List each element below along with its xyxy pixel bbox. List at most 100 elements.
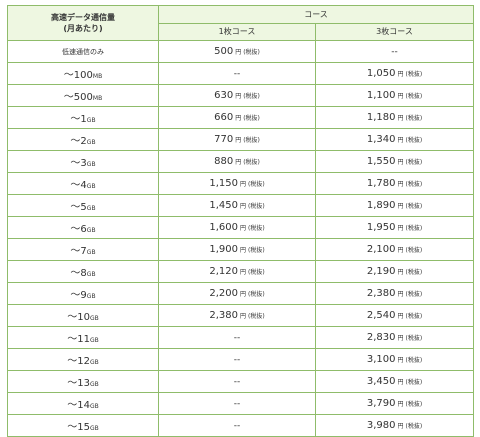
- data-tier-label: ～100: [63, 70, 93, 81]
- price-value: 2,380: [366, 288, 396, 299]
- data-tier-cell: ～4GB: [7, 172, 159, 195]
- tax-excluded-note: (税抜): [405, 357, 423, 364]
- data-volume-header-line2: (月あたり): [63, 24, 103, 33]
- data-tier-unit: GB: [89, 425, 99, 432]
- data-tier-unit: GB: [86, 117, 96, 124]
- table-row: ～11GB -- 2,830 円 (税抜): [7, 326, 475, 349]
- price-value: 1,890: [366, 200, 396, 211]
- yen-unit: 円: [397, 203, 404, 210]
- one-card-price-cell: --: [158, 348, 316, 371]
- table-row: ～100MB -- 1,050 円 (税抜): [7, 62, 475, 85]
- tax-excluded-note: (税抜): [405, 335, 423, 342]
- yen-unit: 円: [235, 49, 242, 56]
- tax-excluded-note: (税抜): [247, 225, 265, 232]
- data-tier-label: ～6: [70, 224, 87, 235]
- price-value: 2,190: [366, 266, 396, 277]
- data-tier-label: ～15: [67, 422, 90, 433]
- three-card-course-header: 3枚コース: [314, 22, 475, 41]
- yen-unit: 円: [397, 93, 404, 100]
- data-tier-unit: GB: [86, 271, 96, 278]
- price-value: 2,120: [209, 266, 238, 277]
- tax-excluded-note: (税抜): [243, 137, 260, 144]
- yen-unit: 円: [239, 225, 246, 232]
- pricing-table: 高速データ通信量 (月あたり) コース 1枚コース 3枚コース 低速通信のみ 50…: [7, 5, 475, 437]
- data-tier-cell: ～10GB: [7, 304, 159, 327]
- yen-unit: 円: [397, 247, 404, 254]
- data-tier-label: ～7: [70, 246, 87, 257]
- tax-excluded-note: (税抜): [405, 291, 423, 298]
- price-value: 500: [214, 46, 234, 57]
- tax-excluded-note: (税抜): [243, 49, 260, 56]
- three-card-price-cell: 2,540 円 (税抜): [314, 304, 475, 327]
- table-row: ～15GB -- 3,980 円 (税抜): [7, 414, 475, 437]
- data-volume-header-line1: 高速データ通信量: [51, 13, 115, 22]
- pricing-table-container: 高速データ通信量 (月あたり) コース 1枚コース 3枚コース 低速通信のみ 50…: [7, 5, 475, 437]
- price-value: 660: [214, 112, 234, 123]
- tax-excluded-note: (税抜): [243, 93, 260, 100]
- yen-unit: 円: [397, 335, 404, 342]
- price-value: 3,450: [366, 376, 396, 387]
- data-tier-cell: ～3GB: [7, 150, 159, 173]
- table-row: ～4GB 1,150 円 (税抜) 1,780 円 (税抜): [7, 172, 475, 195]
- tax-excluded-note: (税抜): [247, 181, 265, 188]
- one-card-price-cell: --: [158, 62, 316, 85]
- one-card-price-cell: 1,450 円 (税抜): [158, 194, 316, 217]
- one-card-price-cell: 1,150 円 (税抜): [158, 172, 316, 195]
- tax-excluded-note: (税抜): [405, 71, 423, 78]
- data-tier-unit: GB: [89, 315, 99, 322]
- yen-unit: 円: [239, 269, 246, 276]
- tax-excluded-note: (税抜): [243, 115, 260, 122]
- table-row: ～2GB 770 円 (税抜) 1,340 円 (税抜): [7, 128, 475, 151]
- data-tier-cell: ～6GB: [7, 216, 159, 239]
- price-value: --: [391, 47, 398, 57]
- tax-excluded-note: (税抜): [405, 423, 423, 430]
- price-value: 1,100: [366, 90, 396, 101]
- yen-unit: 円: [397, 401, 404, 408]
- tax-excluded-note: (税抜): [405, 93, 423, 100]
- yen-unit: 円: [397, 379, 404, 386]
- three-card-price-cell: 1,050 円 (税抜): [314, 62, 475, 85]
- tax-excluded-note: (税抜): [405, 313, 423, 320]
- data-tier-label: ～8: [70, 268, 87, 279]
- data-tier-cell: ～2GB: [7, 128, 159, 151]
- three-card-price-cell: 2,190 円 (税抜): [314, 260, 475, 283]
- price-value: --: [233, 333, 241, 343]
- one-card-price-cell: 630 円 (税抜): [158, 84, 316, 107]
- data-tier-label: ～2: [70, 136, 87, 147]
- tax-excluded-note: (税抜): [247, 269, 265, 276]
- data-tier-unit: GB: [89, 403, 99, 410]
- price-value: 770: [214, 134, 234, 145]
- table-row: ～14GB -- 3,790 円 (税抜): [7, 392, 475, 415]
- table-row: ～10GB 2,380 円 (税抜) 2,540 円 (税抜): [7, 304, 475, 327]
- price-value: 1,450: [209, 200, 238, 211]
- three-card-price-cell: 2,830 円 (税抜): [314, 326, 475, 349]
- three-card-price-cell: 3,790 円 (税抜): [314, 392, 475, 415]
- one-card-price-cell: --: [158, 414, 316, 437]
- yen-unit: 円: [397, 181, 404, 188]
- data-tier-unit: MB: [92, 73, 103, 80]
- yen-unit: 円: [397, 71, 404, 78]
- three-card-price-cell: 3,980 円 (税抜): [314, 414, 475, 437]
- price-value: --: [233, 355, 241, 365]
- data-tier-unit: GB: [86, 139, 96, 146]
- yen-unit: 円: [397, 115, 404, 122]
- yen-unit: 円: [235, 93, 242, 100]
- table-row: ～6GB 1,600 円 (税抜) 1,950 円 (税抜): [7, 216, 475, 239]
- three-card-price-cell: --: [314, 40, 475, 63]
- data-tier-unit: GB: [86, 249, 96, 256]
- data-tier-unit: GB: [86, 183, 96, 190]
- three-card-price-cell: 3,100 円 (税抜): [314, 348, 475, 371]
- table-row: ～500MB 630 円 (税抜) 1,100 円 (税抜): [7, 84, 475, 107]
- tax-excluded-note: (税抜): [405, 137, 423, 144]
- price-value: --: [233, 399, 241, 409]
- data-tier-label: ～11: [67, 334, 90, 345]
- three-card-price-cell: 2,380 円 (税抜): [314, 282, 475, 305]
- data-tier-label: 低速通信のみ: [62, 47, 104, 56]
- price-value: 1,550: [366, 156, 396, 167]
- data-tier-label: ～5: [70, 202, 87, 213]
- data-tier-cell: ～15GB: [7, 414, 159, 437]
- tax-excluded-note: (税抜): [405, 225, 423, 232]
- three-card-price-cell: 1,890 円 (税抜): [314, 194, 475, 217]
- yen-unit: 円: [397, 159, 404, 166]
- yen-unit: 円: [397, 423, 404, 430]
